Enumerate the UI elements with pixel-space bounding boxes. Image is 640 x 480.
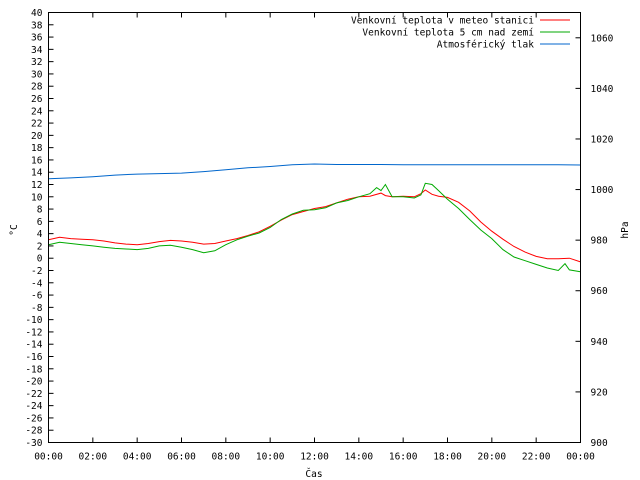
y-left-tick-label: 24: [31, 106, 43, 117]
y-right-tick-label: 920: [591, 387, 608, 398]
y-left-tick-label: 2: [37, 241, 43, 252]
x-tick-label: 10:00: [256, 452, 285, 463]
y-left-tick-label: 6: [37, 217, 43, 228]
x-tick-label: 02:00: [79, 452, 108, 463]
y-left-tick-label: 4: [37, 229, 43, 240]
y-left-tick-label: -28: [25, 426, 42, 437]
y-left-tick-label: -30: [25, 438, 42, 449]
y-right-tick-label: 900: [591, 438, 608, 449]
y-left-tick-label: 16: [31, 155, 43, 166]
y-left-tick-label: 0: [37, 254, 43, 265]
y-left-tick-label: 8: [37, 205, 43, 216]
x-tick-label: 00:00: [566, 452, 595, 463]
ticks-layer: [48, 12, 581, 443]
y-right-tick-label: 940: [591, 337, 608, 348]
y-left-tick-label: -8: [31, 303, 43, 314]
y-left-tick-label: 20: [31, 131, 43, 142]
x-tick-label: 14:00: [345, 452, 374, 463]
y-left-tick-label: -26: [25, 413, 42, 424]
series-line-2: [48, 182, 581, 273]
tick-labels-layer: -30-28-26-24-22-20-18-16-14-12-10-8-6-4-…: [25, 8, 613, 463]
x-tick-label: 06:00: [167, 452, 196, 463]
y-left-tick-label: 14: [31, 168, 43, 179]
y-left-tick-label: 10: [31, 192, 43, 203]
y-left-tick-label: -20: [25, 377, 42, 388]
x-tick-label: 12:00: [300, 452, 329, 463]
y-left-tick-label: -18: [25, 364, 42, 375]
y-left-tick-label: 36: [31, 33, 43, 44]
x-tick-label: 04:00: [123, 452, 152, 463]
y-left-tick-label: 38: [31, 20, 43, 31]
y-left-tick-label: 26: [31, 94, 43, 105]
x-tick-label: 20:00: [478, 452, 507, 463]
plot-frame: [48, 12, 581, 443]
y-left-tick-label: -4: [31, 278, 43, 289]
y-left-tick-label: -24: [25, 401, 42, 412]
y-left-tick-label: 12: [31, 180, 42, 191]
y-left-tick-label: -22: [25, 389, 42, 400]
x-axis-label: Čas: [305, 468, 322, 480]
y-left-tick-label: 32: [31, 57, 42, 68]
series-layer: [48, 163, 581, 273]
y-left-tick-label: -6: [31, 291, 43, 302]
y-left-tick-label: 22: [31, 119, 42, 130]
legend-label-2: Venkovní teplota 5 cm nad zemí: [362, 28, 534, 39]
y-right-tick-label: 980: [591, 236, 608, 247]
series-line-3: [48, 163, 581, 180]
y-right-tick-label: 1060: [591, 33, 614, 44]
y-left-tick-label: 40: [31, 8, 43, 19]
x-tick-label: 08:00: [212, 452, 241, 463]
y-left-tick-label: 30: [31, 69, 43, 80]
x-tick-label: 22:00: [522, 452, 551, 463]
x-tick-label: 00:00: [34, 452, 63, 463]
y-left-tick-label: -14: [25, 340, 42, 351]
y-left-tick-label: 34: [31, 45, 43, 56]
y-left-tick-label: -2: [31, 266, 42, 277]
legend-label-3: Atmosférický tlak: [437, 40, 535, 51]
y-left-tick-label: -10: [25, 315, 42, 326]
y-right-tick-label: 1040: [591, 84, 614, 95]
y-axis-label-right: hPa: [620, 221, 631, 238]
legend: Venkovní teplota v meteo staniciVenkovní…: [351, 16, 570, 51]
y-left-tick-label: -16: [25, 352, 42, 363]
series-line-1: [48, 189, 581, 263]
x-tick-label: 18:00: [433, 452, 462, 463]
y-axis-label-left: °C: [9, 224, 20, 235]
x-tick-label: 16:00: [389, 452, 418, 463]
y-right-tick-label: 1000: [591, 185, 614, 196]
y-left-tick-label: 18: [31, 143, 43, 154]
y-right-tick-label: 960: [591, 286, 608, 297]
y-left-tick-label: -12: [25, 327, 42, 338]
y-right-tick-label: 1020: [591, 134, 614, 145]
y-left-tick-label: 28: [31, 82, 43, 93]
legend-label-1: Venkovní teplota v meteo stanici: [351, 16, 534, 27]
